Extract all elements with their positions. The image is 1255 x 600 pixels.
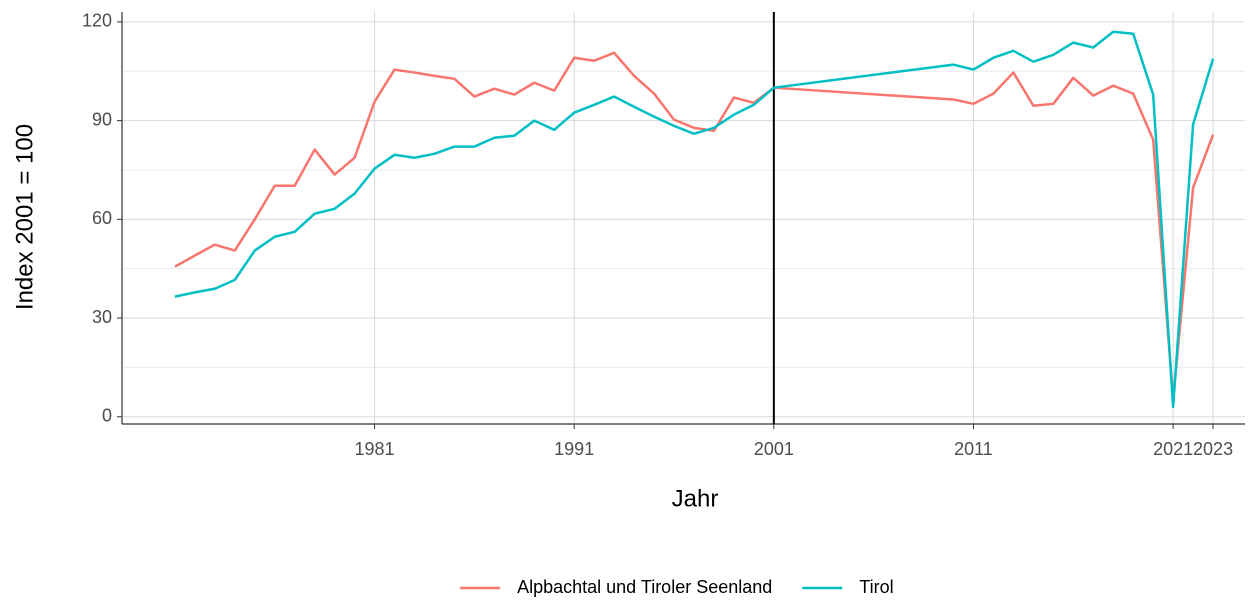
y-tick-label: 60 [92, 208, 112, 228]
y-axis-title: Index 2001 = 100 [11, 124, 38, 310]
x-axis-title: Jahr [672, 485, 719, 512]
y-tick-label: 0 [102, 406, 112, 426]
y-tick-label: 120 [82, 11, 112, 31]
x-tick-label: 1991 [554, 439, 594, 459]
legend-label: Alpbachtal und Tiroler Seenland [517, 577, 772, 597]
x-tick-label: 2001 [754, 439, 794, 459]
x-tick-label: 2021 [1153, 439, 1193, 459]
y-tick-label: 90 [92, 109, 112, 129]
series-line [174, 51, 1215, 401]
series-line [174, 30, 1215, 409]
y-tick-label: 30 [92, 307, 112, 327]
x-tick-label: 1981 [355, 439, 395, 459]
x-tick-label: 2023 [1193, 439, 1233, 459]
legend-label: Tirol [859, 577, 893, 597]
x-tick-label: 2011 [954, 439, 993, 459]
